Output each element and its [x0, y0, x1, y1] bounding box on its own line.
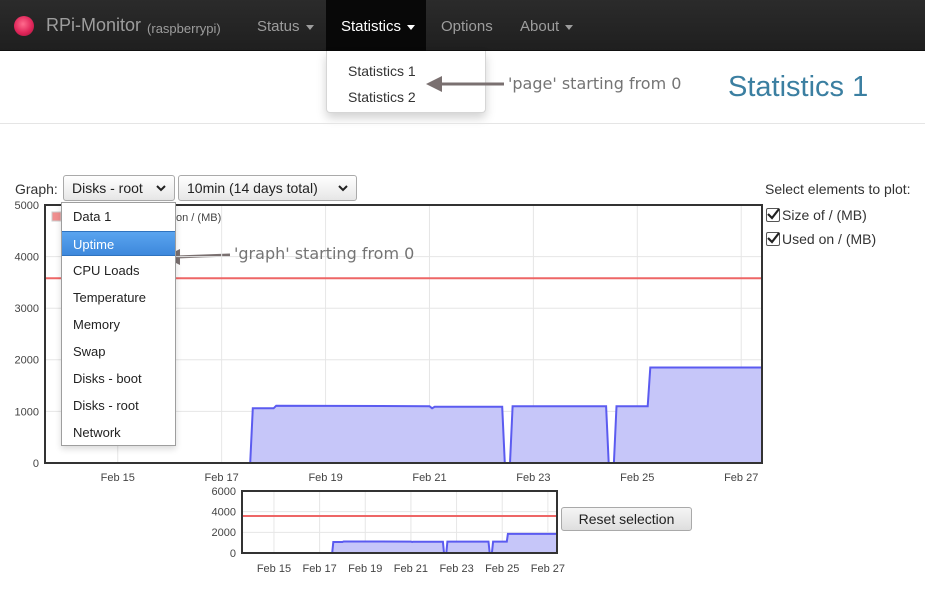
graph-option-disks-root[interactable]: Disks - root	[73, 398, 139, 413]
y-tick-label: 2000	[212, 527, 236, 539]
graph-option-uptime[interactable]: Uptime	[62, 231, 175, 256]
brand[interactable]: RPi-Monitor (raspberrypi)	[14, 0, 221, 51]
page-annotation: 'page' starting from 0	[508, 74, 682, 93]
x-tick-label: Feb 27	[724, 472, 758, 484]
page-annotation-arrowhead	[426, 76, 442, 92]
series-used-row[interactable]: Used on / (MB)	[766, 231, 876, 247]
series-size-row[interactable]: Size of / (MB)	[766, 207, 867, 223]
y-tick-label: 4000	[15, 251, 39, 263]
graph-option-network[interactable]: Network	[73, 425, 121, 440]
legend-size-label: on / (MB)	[176, 212, 222, 224]
nav-status-label: Status	[257, 18, 300, 35]
x-tick-label: Feb 21	[412, 472, 446, 484]
legend-size-swatch	[51, 211, 62, 222]
caret-down-icon	[565, 24, 574, 30]
used-series-label: Used on / (MB)	[782, 231, 877, 247]
graph-option-data-1[interactable]: Data 1	[73, 209, 112, 224]
graph-label: Graph:	[15, 181, 58, 197]
statistics-2-menu-item[interactable]: Statistics 2	[348, 89, 416, 105]
range-select-value: 10min (14 days total)	[187, 180, 318, 196]
nav-statistics-menu[interactable]: Statistics	[326, 0, 426, 51]
nav-options-label: Options	[441, 18, 493, 35]
header-divider	[0, 123, 925, 124]
size-series-label: Size of / (MB)	[782, 207, 867, 223]
graph-select[interactable]: Disks - root	[63, 175, 175, 201]
graph-option-temperature[interactable]: Temperature	[73, 290, 146, 305]
graph-option-cpu-loads[interactable]: CPU Loads	[73, 263, 140, 278]
brand-host: (raspberrypi)	[147, 21, 221, 36]
brand-title: RPi-Monitor	[46, 15, 142, 35]
x-tick-label: Feb 17	[205, 472, 239, 484]
nav-statistics-label: Statistics	[341, 18, 402, 35]
raspberry-logo-icon	[14, 15, 34, 36]
caret-down-icon	[407, 24, 416, 30]
y-tick-label: 0	[230, 548, 236, 560]
x-tick-label: Feb 21	[394, 563, 428, 575]
page-title: Statistics 1	[728, 71, 869, 103]
x-tick-label: Feb 19	[308, 472, 342, 484]
caret-down-icon	[305, 24, 314, 30]
range-select[interactable]: 10min (14 days total)	[178, 175, 357, 201]
y-tick-label: 3000	[15, 303, 39, 315]
checkmark-icon	[767, 208, 780, 220]
statistics-1-menu-item[interactable]: Statistics 1	[348, 63, 416, 79]
chevron-down-icon	[338, 185, 348, 192]
x-tick-label: Feb 23	[439, 563, 473, 575]
x-tick-label: Feb 17	[302, 563, 336, 575]
checkmark-icon	[767, 232, 780, 244]
navbar: RPi-Monitor (raspberrypi) Status Statist…	[0, 0, 925, 51]
y-tick-label: 2000	[15, 355, 39, 367]
select-elements-title: Select elements to plot:	[765, 181, 911, 197]
x-tick-label: Feb 25	[485, 563, 519, 575]
chevron-down-icon	[156, 185, 166, 192]
x-tick-label: Feb 19	[348, 563, 382, 575]
graph-annotation: 'graph' starting from 0	[234, 244, 415, 263]
size-checkbox[interactable]	[766, 208, 780, 222]
nav-status-menu[interactable]: Status	[257, 0, 314, 51]
nav-options-link[interactable]: Options	[441, 0, 493, 51]
x-tick-label: Feb 15	[101, 472, 135, 484]
graph-options-list: Data 1 Uptime CPU Loads Temperature Memory Sw…	[61, 202, 176, 446]
x-tick-label: Feb 23	[516, 472, 550, 484]
overview-chart[interactable]: 0 2000 4000 6000 Feb 15 Feb 17 Feb 19 Feb 21 Fe…	[200, 482, 580, 582]
nav-about-label: About	[520, 18, 560, 35]
y-tick-label: 5000	[15, 200, 39, 212]
y-tick-label: 6000	[212, 486, 236, 498]
nav-about-menu[interactable]: About	[520, 0, 574, 51]
x-tick-label: Feb 27	[531, 563, 565, 575]
x-tick-label: Feb 25	[620, 472, 654, 484]
statistics-dropdown-menu: Statistics 1 Statistics 2	[326, 51, 486, 113]
y-tick-label: 0	[33, 458, 39, 470]
used-series-area	[45, 367, 762, 463]
used-checkbox[interactable]	[766, 232, 780, 246]
overview-used-area	[242, 533, 557, 553]
graph-option-swap[interactable]: Swap	[73, 344, 106, 359]
main-chart-frame	[44, 204, 763, 464]
graph-option-disks-boot[interactable]: Disks - boot	[73, 371, 142, 386]
overview-chart-frame	[241, 490, 558, 554]
graph-option-memory[interactable]: Memory	[73, 317, 120, 332]
y-tick-label: 1000	[15, 406, 39, 418]
x-tick-label: Feb 15	[257, 563, 291, 575]
y-tick-label: 4000	[212, 507, 236, 519]
reset-selection-button[interactable]: Reset selection	[561, 507, 692, 531]
graph-select-value: Disks - root	[72, 180, 143, 196]
